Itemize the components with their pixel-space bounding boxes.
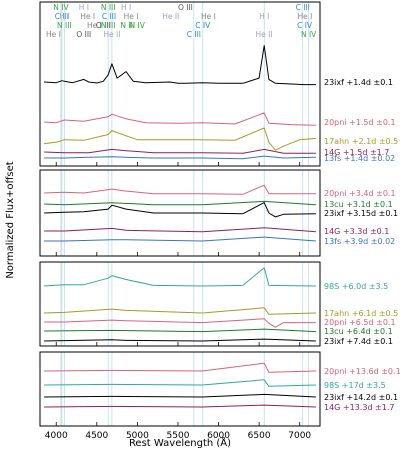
y-axis-label: Normalized Flux+offset	[5, 161, 16, 278]
line-id-label: N IV	[53, 3, 69, 12]
series-label: 23ixf +7.4d ±0.1	[324, 337, 393, 346]
x-tick-label: 7000	[288, 431, 311, 441]
spectrum-line	[44, 200, 316, 206]
spectrum-line	[44, 227, 316, 233]
line-id-label: He I	[124, 12, 139, 21]
spectrum-line	[44, 393, 316, 398]
x-tick-label: 5500	[167, 431, 190, 441]
line-id-label: N IV	[301, 30, 317, 39]
spectrum-line	[44, 307, 316, 315]
spectrum-line	[44, 127, 316, 151]
series-label: 98S +17d ±3.5	[324, 381, 386, 390]
series-label: 20pni +1.5d ±0.1	[324, 118, 396, 127]
x-tick-label: 6000	[207, 431, 230, 441]
spectrum-line	[44, 112, 316, 126]
spectrum-line	[44, 148, 316, 154]
series-label: 14G +13.3d ±1.7	[324, 403, 394, 412]
line-id-label: He I	[46, 30, 61, 39]
spectrum-line	[44, 379, 316, 387]
panel-frame	[39, 261, 321, 347]
series-label: 20pni +13.6d ±0.1	[324, 367, 400, 376]
x-tick-label: 4000	[45, 431, 68, 441]
spectrum-line	[44, 45, 316, 86]
line-id-label: H I	[59, 12, 69, 21]
spectrum-line	[44, 184, 316, 195]
line-id-label: H I	[259, 12, 269, 21]
x-tick-label: 6500	[248, 431, 271, 441]
line-id-label: He II	[103, 30, 120, 39]
series-label: 23ixf +3.15d ±0.1	[324, 209, 398, 218]
spectrum-line	[44, 267, 316, 287]
line-id-label: He II	[255, 30, 272, 39]
panel-frame	[39, 1, 321, 167]
series-label: 13cu +6.4d ±0.1	[324, 327, 393, 336]
line-id-label: He II	[162, 12, 179, 21]
series-label: 14G +1.5d ±1.7	[324, 148, 389, 157]
spectrum-line	[44, 328, 316, 333]
line-id-label: C IV	[297, 21, 313, 30]
spectrum-line	[44, 155, 316, 160]
spectrum-line	[44, 362, 316, 373]
spectrum-line	[44, 202, 316, 218]
line-id-label: C III	[296, 3, 310, 12]
x-tick-label: 4500	[85, 431, 108, 441]
series-label: 13cu +3.1d ±0.1	[324, 200, 393, 209]
line-id-label: O III	[178, 3, 193, 12]
line-id-label: C IV	[195, 21, 211, 30]
series-label: 20pni +3.4d ±0.1	[324, 189, 396, 198]
spectrum-line	[44, 404, 316, 408]
series-label: 13fs +3.9d ±0.02	[324, 237, 395, 246]
line-id-label: H I	[79, 3, 89, 12]
line-id-label: C III	[102, 12, 116, 21]
line-id-label: He I	[298, 12, 313, 21]
series-label: 17ahn +6.1d ±0.5	[324, 309, 398, 318]
spectrum-line	[44, 318, 316, 328]
series-label: 20pni +6.5d ±0.1	[324, 318, 396, 327]
spectrum-line	[44, 236, 316, 242]
series-label: 23ixf +14.2d ±0.1	[324, 393, 398, 402]
panel-frame	[39, 351, 321, 427]
series-label: 17ahn +2.1d ±0.5	[324, 137, 398, 146]
x-tick-label: 5000	[126, 431, 149, 441]
line-id-label: H I	[121, 3, 131, 12]
line-id-label: He I	[201, 12, 216, 21]
series-label: 13fs +1.4d ±0.02	[324, 154, 395, 163]
x-axis-label: Rest Wavelength (Å)	[129, 436, 231, 449]
line-id-label: N III	[120, 21, 135, 30]
line-id-label: N IV	[130, 21, 146, 30]
line-id-label: N III	[101, 21, 116, 30]
series-label: 14G +3.3d ±0.1	[324, 227, 389, 236]
line-id-label: C III	[187, 30, 201, 39]
series-label: 23ixf +1.4d ±0.1	[324, 78, 393, 87]
panel-frame	[39, 169, 321, 257]
line-id-label: N III	[101, 3, 116, 12]
line-id-label: N III	[57, 21, 72, 30]
line-id-label: He I	[80, 12, 95, 21]
series-label: 98S +6.0d ±3.5	[324, 282, 388, 291]
line-id-label: O III	[96, 21, 111, 30]
line-id-label: C III	[55, 12, 69, 21]
spectrum-line	[44, 338, 316, 342]
line-id-label: O III	[76, 30, 91, 39]
line-id-label: He I	[87, 21, 102, 30]
